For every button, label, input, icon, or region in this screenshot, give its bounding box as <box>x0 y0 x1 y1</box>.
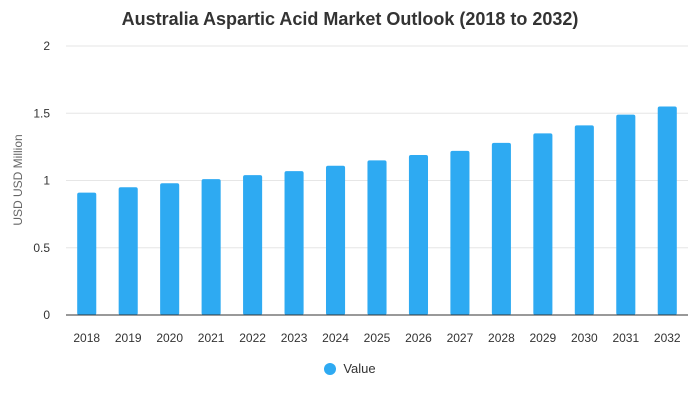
x-tick-label: 2026 <box>405 331 432 345</box>
x-tick-label: 2020 <box>156 331 183 345</box>
x-tick-label: 2025 <box>364 331 391 345</box>
bar-2026[interactable] <box>408 154 429 315</box>
bar-2031[interactable] <box>616 114 636 315</box>
x-tick-label: 2022 <box>239 331 266 345</box>
bar-2029[interactable] <box>533 133 553 315</box>
chart-title: Australia Aspartic Acid Market Outlook (… <box>121 9 579 29</box>
x-tick-label: 2023 <box>281 331 308 345</box>
bar-2018[interactable] <box>77 192 97 315</box>
y-tick-label: 0 <box>43 308 50 322</box>
bar-2030[interactable] <box>574 125 594 315</box>
y-tick-label: 1.5 <box>33 106 50 120</box>
x-tick-label: 2024 <box>322 331 349 345</box>
y-tick-label: 0.5 <box>33 241 50 255</box>
x-tick-label: 2029 <box>530 331 557 345</box>
x-tick-label: 2028 <box>488 331 515 345</box>
y-tick-label: 2 <box>43 39 50 53</box>
bar-2027[interactable] <box>450 150 470 315</box>
bar-2021[interactable] <box>201 179 221 315</box>
x-tick-label: 2027 <box>447 331 474 345</box>
x-tick-label: 2021 <box>198 331 225 345</box>
bars <box>77 106 677 316</box>
bar-2032[interactable] <box>657 106 677 316</box>
legend: Value <box>0 361 700 376</box>
axes: 0 0.5 1 1.5 2 2018 2019 2020 2021 2022 2023 2024 202… <box>33 39 688 345</box>
bar-2028[interactable] <box>491 142 511 315</box>
x-tick-label: 2019 <box>115 331 142 345</box>
bar-2022[interactable] <box>243 175 263 315</box>
x-tick-label: 2030 <box>571 331 598 345</box>
bar-2023[interactable] <box>284 171 304 315</box>
bar-2019[interactable] <box>118 187 138 315</box>
x-tick-label: 2031 <box>612 331 639 345</box>
bar-2024[interactable] <box>325 165 346 315</box>
y-axis-title: USD USD Million <box>11 134 25 225</box>
bar-2025[interactable] <box>367 160 387 315</box>
legend-swatch-icon <box>324 362 337 375</box>
legend-item-value[interactable]: Value <box>324 361 376 376</box>
y-tick-label: 1 <box>43 174 50 188</box>
bar-2020[interactable] <box>160 183 180 315</box>
x-tick-label: 2018 <box>73 331 100 345</box>
legend-label: Value <box>343 361 376 376</box>
x-tick-label: 2032 <box>654 331 681 345</box>
